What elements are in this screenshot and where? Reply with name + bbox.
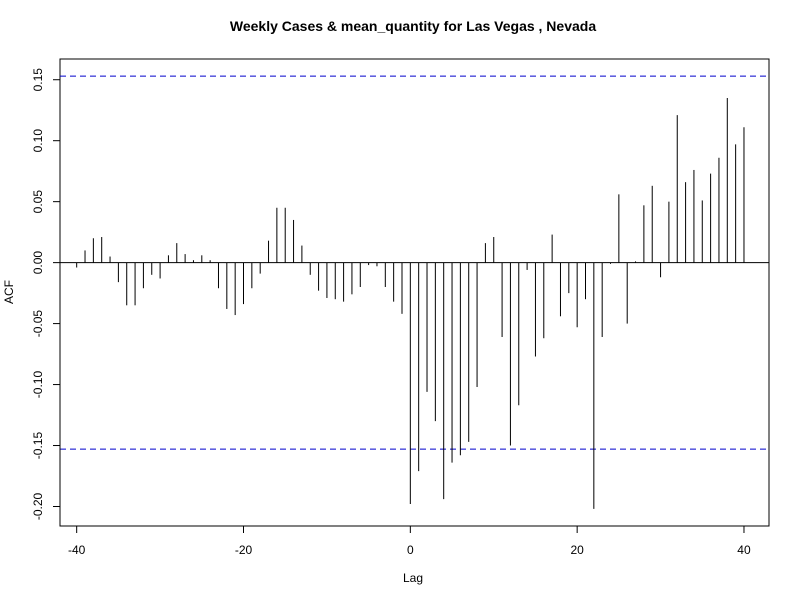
- x-axis: -40 -20 0 20 40: [68, 525, 751, 557]
- y-tick-label: -0.15: [31, 432, 45, 460]
- x-axis-label: Lag: [403, 571, 423, 585]
- y-tick-label: -0.05: [31, 310, 45, 338]
- y-tick-label: -0.10: [31, 371, 45, 399]
- plot-frame: [59, 58, 770, 527]
- y-tick-label: 0.15: [31, 68, 45, 92]
- x-tick-label: 40: [737, 543, 751, 557]
- acf-bars: [76, 98, 745, 509]
- x-tick-label: -20: [235, 543, 253, 557]
- y-tick-label: 0.10: [31, 129, 45, 153]
- x-tick-label: 0: [407, 543, 414, 557]
- x-tick-label: 20: [570, 543, 584, 557]
- confidence-bounds: [60, 75, 769, 450]
- y-axis: -0.20 -0.15 -0.10 -0.05 0.00 0.05 0.10 0.15: [31, 68, 61, 520]
- y-tick-label: 0.00: [31, 251, 45, 275]
- y-tick-label: -0.20: [31, 492, 45, 520]
- y-tick-label: 0.05: [31, 190, 45, 214]
- y-axis-label: ACF: [2, 280, 16, 304]
- chart-title: Weekly Cases & mean_quantity for Las Veg…: [230, 18, 596, 34]
- x-tick-label: -40: [68, 543, 86, 557]
